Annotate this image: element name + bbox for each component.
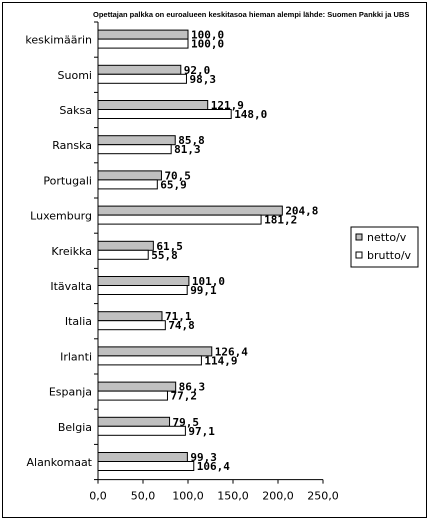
bar-brutto-v	[97, 285, 188, 295]
data-label: 74,8	[168, 319, 195, 332]
category-label: keskimäärin	[25, 34, 92, 47]
category-label: Saksa	[59, 104, 92, 117]
x-tick-label: 250,0	[307, 490, 339, 503]
bar-brutto-v	[97, 249, 149, 260]
data-label: 55,8	[151, 249, 178, 262]
x-tick-label: 200,0	[262, 490, 294, 503]
bar-netto-v	[97, 100, 209, 110]
legend: netto/v brutto/v	[350, 226, 419, 268]
data-label: 81,3	[174, 143, 201, 156]
data-label: 100,0	[191, 38, 224, 51]
chart-title: Opettajan palkka on euroalueen keskitaso…	[93, 10, 409, 19]
bar-brutto-v	[97, 425, 186, 436]
category-label: Portugali	[43, 174, 92, 187]
bar-brutto-v	[97, 320, 166, 331]
category-label: Luxemburg	[30, 210, 92, 223]
bar-netto-v	[97, 240, 154, 251]
data-label: 92,0	[184, 64, 211, 77]
data-label: 99,3	[190, 451, 217, 464]
data-label: 114,9	[204, 354, 237, 367]
x-tick-label: 0,0	[89, 490, 107, 503]
bar-brutto-v	[97, 390, 168, 401]
data-label: 204,8	[285, 205, 318, 218]
data-label: 98,3	[189, 73, 216, 86]
x-tick-label: 100,0	[172, 490, 204, 503]
data-label: 85,8	[178, 134, 205, 147]
data-label: 181,2	[264, 214, 297, 227]
category-label: Suomi	[58, 69, 92, 82]
bar-brutto-v	[97, 144, 172, 155]
bar-brutto-v	[97, 73, 187, 84]
bar-brutto-v	[97, 214, 262, 225]
bar-netto-v	[97, 311, 163, 322]
bar-brutto-v	[97, 179, 158, 190]
category-label: Kreikka	[51, 245, 92, 258]
legend-label: brutto/v	[367, 249, 412, 262]
data-label: 70,5	[164, 169, 191, 182]
data-label: 126,4	[215, 345, 248, 358]
bar-netto-v	[97, 346, 213, 357]
category-label: Ranska	[52, 139, 92, 152]
category-label: Itävalta	[50, 280, 92, 293]
data-label: 97,1	[188, 425, 215, 438]
x-tick-label: 150,0	[217, 490, 249, 503]
x-tick-label: 50,0	[131, 490, 156, 503]
bar-netto-v	[97, 452, 188, 462]
data-label: 100,0	[191, 29, 224, 42]
category-label: Italia	[65, 315, 92, 328]
bar-netto-v	[97, 64, 182, 75]
data-label: 79,5	[173, 416, 200, 429]
legend-label: netto/v	[367, 231, 407, 244]
data-label: 106,4	[197, 460, 230, 473]
data-label: 121,9	[211, 99, 244, 112]
bar-netto-v	[97, 29, 189, 40]
bar-brutto-v	[97, 38, 189, 49]
legend-swatch	[355, 233, 363, 241]
bar-netto-v	[97, 381, 177, 392]
bar-netto-v	[97, 276, 190, 286]
data-label: 86,3	[179, 381, 206, 394]
bar-brutto-v	[97, 109, 232, 119]
bar-netto-v	[97, 205, 283, 216]
data-label: 99,1	[190, 284, 217, 297]
category-label: Espanja	[49, 386, 92, 399]
category-label: Alankomaat	[26, 456, 92, 469]
bar-netto-v	[97, 170, 162, 181]
data-label: 101,0	[192, 275, 225, 288]
data-label: 71,1	[165, 310, 192, 323]
category-label: Belgia	[58, 421, 92, 434]
bar-netto-v	[97, 135, 176, 146]
bar-netto-v	[97, 416, 171, 427]
legend-swatch	[355, 251, 363, 259]
bar-brutto-v	[97, 461, 195, 471]
category-label: Irlanti	[60, 350, 92, 363]
data-label: 65,9	[160, 178, 187, 191]
data-label: 61,5	[156, 240, 183, 253]
data-label: 77,2	[170, 390, 197, 403]
data-label: 148,0	[234, 108, 267, 121]
bar-brutto-v	[97, 355, 202, 366]
